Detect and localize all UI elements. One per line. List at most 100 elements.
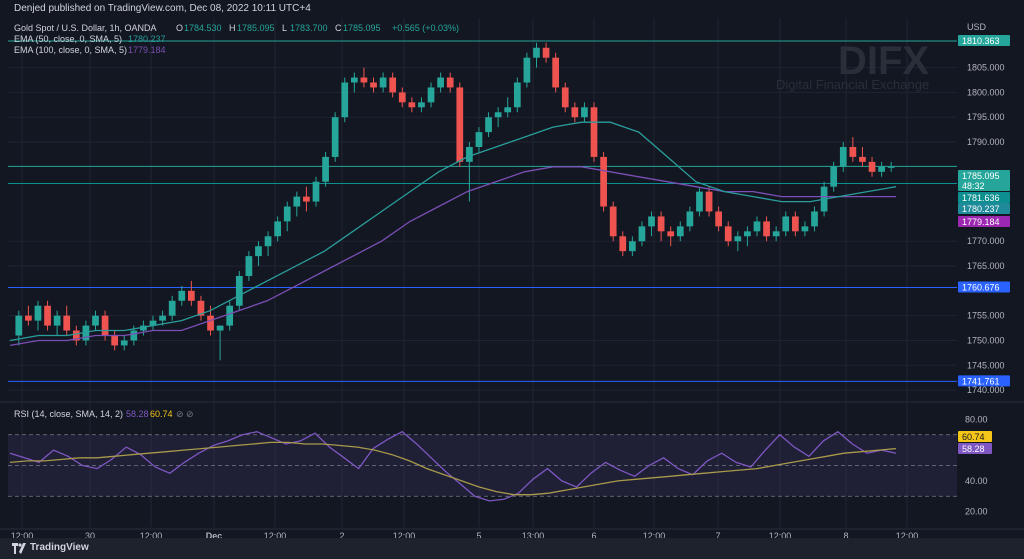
- price-axis-tick: 1765.000: [967, 261, 1005, 271]
- time-axis-tick: 12:00: [643, 531, 666, 538]
- candle-body: [437, 77, 444, 88]
- candle-body: [629, 241, 636, 252]
- candle-body: [341, 82, 349, 118]
- rsi-legend-value2: 60.74: [150, 409, 173, 419]
- price-tag-timer: [958, 180, 1010, 191]
- price-tag-text: 1741.761: [962, 376, 1000, 386]
- legend-ohlc-label: C: [335, 23, 342, 33]
- price-axis-tick: 1770.000: [967, 236, 1005, 246]
- price-tag-text: 48:32: [962, 181, 985, 191]
- price-tag-level: [958, 281, 1010, 293]
- tradingview-logo-icon[interactable]: [12, 543, 26, 554]
- candle-body: [485, 117, 492, 133]
- candle-body: [53, 315, 61, 326]
- published-text: Denjed published on TradingView.com, Dec…: [14, 3, 311, 14]
- candle-body: [303, 196, 310, 202]
- price-tag-text: 1760.676: [962, 283, 1000, 293]
- time-axis-tick: 12:00: [264, 531, 287, 538]
- candle-body: [283, 206, 291, 222]
- candle-body: [878, 166, 885, 172]
- candle-body: [542, 47, 550, 58]
- price-axis-tick: 1795.000: [967, 112, 1005, 122]
- candle-body: [705, 191, 713, 212]
- candle-body: [868, 161, 876, 172]
- price-axis-tick: 1745.000: [967, 360, 1005, 370]
- currency-label: USD: [967, 22, 987, 32]
- ema50-line: [9, 121, 897, 342]
- candle-body: [245, 256, 253, 276]
- candle-body: [92, 315, 99, 326]
- legend-ohlc-value: 1784.530: [184, 23, 222, 33]
- rsi-tag-value2-text: 60.74: [962, 432, 985, 442]
- candle-body: [533, 47, 540, 58]
- candle-body: [72, 330, 80, 341]
- candle-body: [475, 132, 483, 147]
- time-axis-tick: 8: [843, 531, 848, 538]
- candle-body: [331, 117, 339, 157]
- candle-body: [101, 315, 109, 336]
- candle-body: [149, 320, 157, 326]
- candle-body: [130, 330, 138, 341]
- candle-body: [686, 211, 694, 227]
- price-tag-ema50: [958, 203, 1010, 214]
- candle-body: [839, 146, 847, 167]
- candle-body: [44, 305, 51, 326]
- time-axis-tick: 12:00: [769, 531, 792, 538]
- candle-body: [830, 166, 838, 187]
- footer-brand[interactable]: TradingView: [30, 542, 89, 553]
- candle-body: [207, 315, 214, 331]
- price-tag-ema100: [958, 216, 1010, 227]
- candle-body: [657, 216, 665, 232]
- candle-body: [466, 146, 473, 162]
- candle-body: [590, 107, 598, 157]
- candle-body: [178, 290, 186, 301]
- rsi-tag-value2: [958, 431, 992, 442]
- candle-body: [197, 300, 205, 316]
- time-axis-tick: 12:00: [393, 531, 416, 538]
- time-axis-tick: 30: [85, 531, 95, 538]
- rsi-band: [8, 434, 957, 497]
- candle-body: [350, 77, 358, 83]
- price-tag-text: 1780.237: [962, 204, 1000, 214]
- legend-ohlc-label: L: [282, 23, 287, 33]
- candle-body: [715, 211, 722, 227]
- price-axis-tick: 1790.000: [967, 137, 1005, 147]
- legend-ema50-label: EMA (50, close, 0, SMA, 5): [14, 34, 122, 44]
- rsi-legend-label: RSI (14, close, SMA, 14, 2): [14, 409, 123, 419]
- legend-change: +0.565 (+0.03%): [392, 23, 459, 33]
- candle-body: [216, 325, 224, 331]
- candle-body: [360, 77, 368, 83]
- candle-body: [322, 156, 329, 182]
- candle-body: [648, 216, 655, 227]
- candle-body: [552, 57, 560, 88]
- candle-body: [609, 206, 617, 237]
- candle-body: [676, 226, 684, 237]
- candle-body: [887, 166, 895, 168]
- legend-ohlc-value: 1783.700: [290, 23, 328, 33]
- time-axis-tick: 7: [715, 531, 720, 538]
- candle-body: [168, 300, 176, 316]
- rsi-tag-value1-text: 58.28: [962, 444, 985, 454]
- legend-ohlc-value: 1785.095: [343, 23, 381, 33]
- legend-ohlc-label: H: [229, 23, 236, 33]
- candle-body: [772, 231, 780, 237]
- legend-ohlc-label: O: [176, 23, 183, 33]
- candle-body: [561, 87, 569, 108]
- price-tag-text: 1779.184: [962, 217, 1000, 227]
- candle-body: [696, 191, 703, 212]
- price-tag-level: [958, 35, 1010, 47]
- candle-body: [600, 156, 607, 207]
- price-tag-text: 1785.095: [962, 171, 1000, 181]
- candle-body: [226, 305, 234, 326]
- candle-body: [34, 305, 42, 321]
- price-tag-text: 1810.363: [962, 36, 1000, 46]
- candle-body: [782, 216, 790, 232]
- price-tag-level: [958, 375, 1010, 387]
- candle-body: [379, 77, 387, 88]
- price-axis-tick: 1740.000: [967, 385, 1005, 395]
- time-axis-tick: 5: [476, 531, 481, 538]
- candle-body: [446, 77, 454, 88]
- time-axis-tick: Dec: [206, 531, 223, 538]
- published-line: Denjed published on TradingView.com, Dec…: [0, 0, 1024, 18]
